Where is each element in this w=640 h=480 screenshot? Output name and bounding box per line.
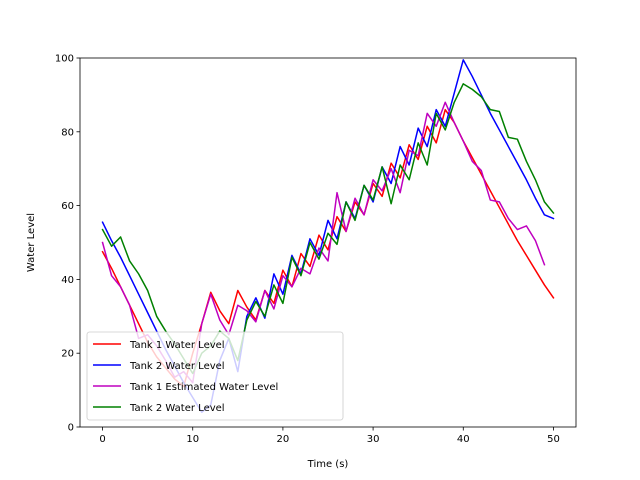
- legend-label-1: Tank 1 Water Level: [129, 340, 225, 351]
- legend-label-2: Tank 2 Water Level: [129, 361, 225, 372]
- x-tick-label: 10: [186, 434, 199, 445]
- axes-frame: [79, 57, 577, 428]
- legend: Tank 1 Water Level Tank 2 Water Level Tank…: [86, 331, 344, 421]
- legend-label-3: Tank 1 Estimated Water Level: [129, 382, 278, 393]
- x-tick-label: 0: [99, 434, 105, 445]
- x-axis-label: Time (s): [307, 459, 349, 470]
- y-axis-label: Water Level: [26, 213, 37, 272]
- x-tick-label: 50: [547, 434, 560, 445]
- x-tick-label: 30: [367, 434, 380, 445]
- y-tick-label: 80: [61, 127, 74, 138]
- y-tick-label: 60: [61, 201, 74, 212]
- y-tick-label: 40: [61, 275, 74, 286]
- y-tick-label: 20: [61, 349, 74, 360]
- x-tick-label: 40: [457, 434, 470, 445]
- legend-label-4: Tank 2 Water Level: [129, 403, 225, 414]
- y-tick-label: 0: [68, 423, 74, 434]
- x-tick-label: 20: [277, 434, 290, 445]
- legend-box: [86, 331, 344, 421]
- y-tick-label: 100: [55, 54, 74, 65]
- axes: 0 10 20 30 40 50 0 20 40 60 80 100: [55, 54, 577, 445]
